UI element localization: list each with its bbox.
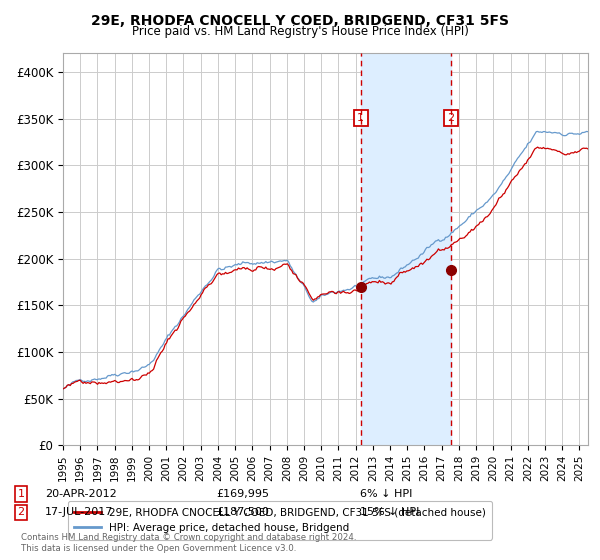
- Legend: 29E, RHODFA CNOCELL Y COED, BRIDGEND, CF31 5FS (detached house), HPI: Average pr: 29E, RHODFA CNOCELL Y COED, BRIDGEND, CF…: [68, 501, 492, 539]
- Text: 29E, RHODFA CNOCELL Y COED, BRIDGEND, CF31 5FS: 29E, RHODFA CNOCELL Y COED, BRIDGEND, CF…: [91, 14, 509, 28]
- Text: 6% ↓ HPI: 6% ↓ HPI: [360, 489, 412, 499]
- Text: Contains HM Land Registry data © Crown copyright and database right 2024.
This d: Contains HM Land Registry data © Crown c…: [21, 533, 356, 553]
- Text: 1: 1: [17, 489, 25, 499]
- Text: 20-APR-2012: 20-APR-2012: [45, 489, 117, 499]
- Text: Price paid vs. HM Land Registry's House Price Index (HPI): Price paid vs. HM Land Registry's House …: [131, 25, 469, 38]
- Text: 15% ↓ HPI: 15% ↓ HPI: [360, 507, 419, 517]
- Text: 2: 2: [448, 113, 455, 123]
- Text: £187,500: £187,500: [216, 507, 269, 517]
- Text: 1: 1: [357, 113, 364, 123]
- Text: £169,995: £169,995: [216, 489, 269, 499]
- Text: 17-JUL-2017: 17-JUL-2017: [45, 507, 113, 517]
- Bar: [361, 53, 451, 445]
- Text: 2: 2: [17, 507, 25, 517]
